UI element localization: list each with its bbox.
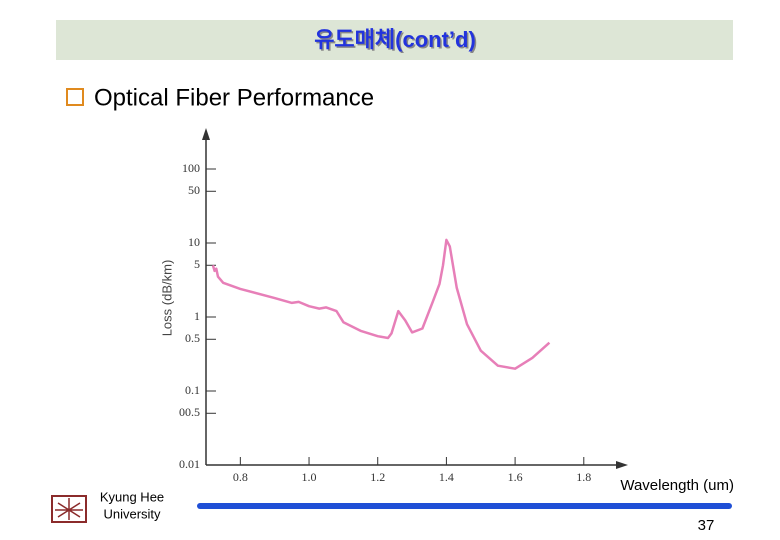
x-tick-label: 1.4 (439, 470, 454, 484)
x-tick-label: 1.8 (576, 470, 591, 484)
header-title: 유도매체(cont’d) (314, 27, 476, 52)
logo (51, 495, 87, 523)
header-shadow: 유도매체(cont’d) (316, 28, 478, 53)
y-tick-label: 10 (188, 235, 200, 249)
y-axis-label: Loss (dB/km) (159, 260, 174, 337)
y-tick-label: 100 (182, 161, 200, 175)
y-tick-label: 0.5 (185, 331, 200, 345)
x-axis-label: Wavelength (um) (620, 477, 734, 494)
bullet-icon (66, 88, 84, 106)
header-bar (56, 20, 733, 60)
y-tick-label: 00.5 (179, 405, 200, 419)
loss-curve (211, 238, 551, 370)
university-line: Kyung Hee (100, 489, 164, 504)
y-tick-label: 0.1 (185, 383, 200, 397)
y-tick-label: 5 (194, 257, 200, 271)
y-tick-label: 50 (188, 183, 200, 197)
bullet-text: Optical Fiber Performance (94, 84, 374, 111)
y-arrow (202, 128, 210, 140)
y-tick-label: 1 (194, 309, 200, 323)
x-arrow (616, 461, 628, 469)
x-tick-label: 1.2 (370, 470, 385, 484)
y-tick-label: 0.01 (179, 457, 200, 471)
university-line: University (103, 506, 161, 521)
x-tick-label: 1.0 (302, 470, 317, 484)
x-tick-label: 1.6 (508, 470, 523, 484)
page-number: 37 (698, 517, 715, 534)
x-tick-label: 0.8 (233, 470, 248, 484)
